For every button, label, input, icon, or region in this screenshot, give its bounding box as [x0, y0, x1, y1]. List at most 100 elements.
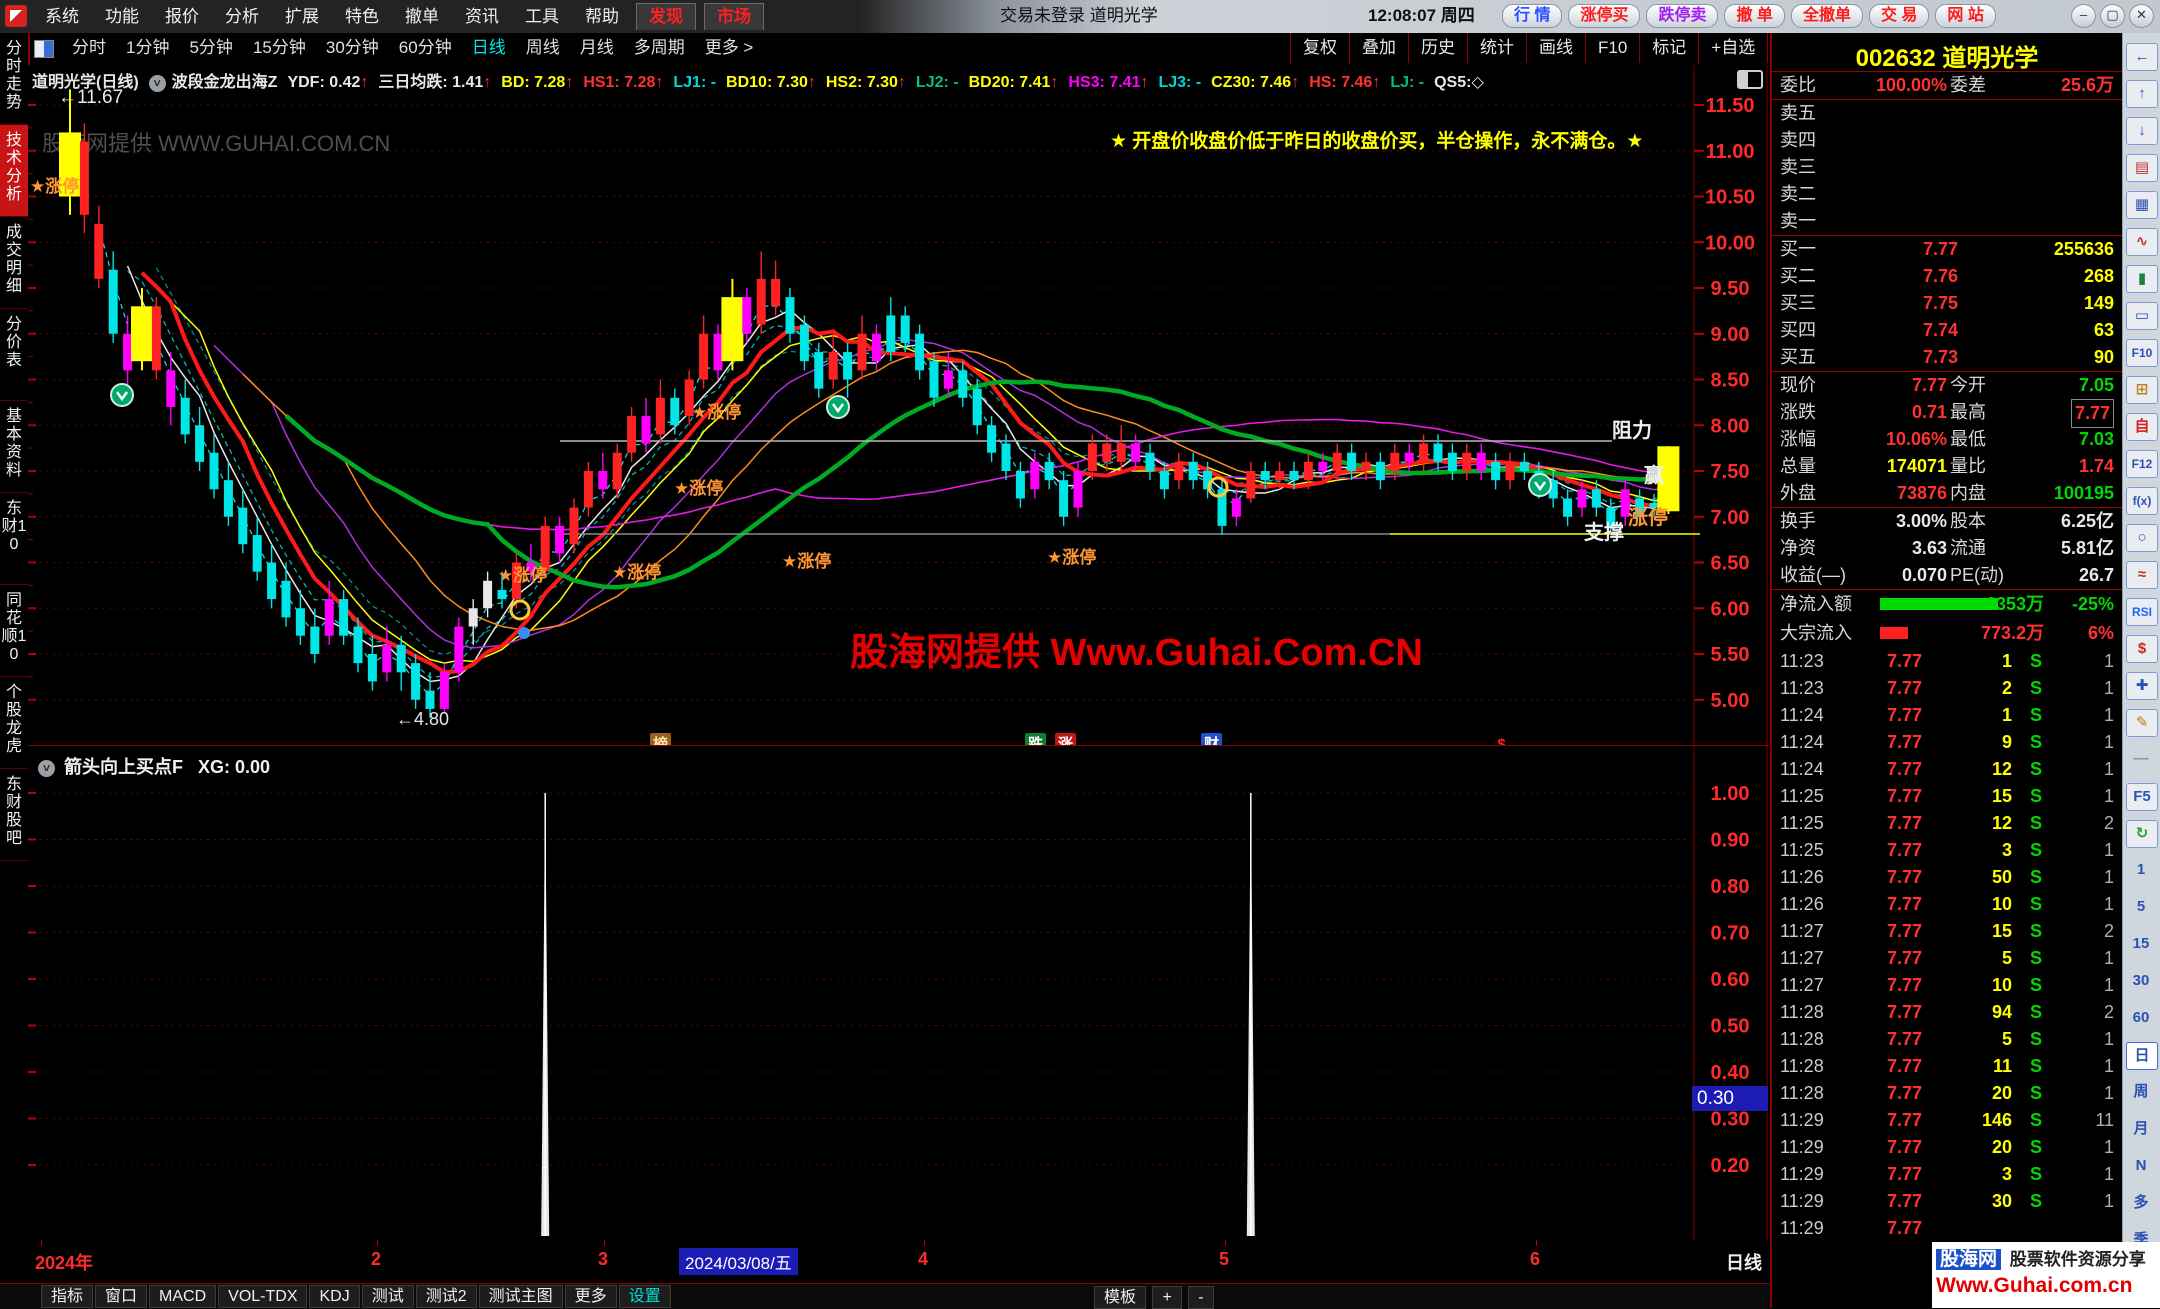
period-tab-月线[interactable]: 月线: [579, 38, 614, 57]
strip-wave-icon[interactable]: ≈: [2126, 561, 2158, 589]
tick-row[interactable]: 11:29 7.77: [1772, 1215, 2122, 1242]
tick-list[interactable]: 11:23 7.77 1 S 1 11:23 7.77 2 S 1 11:24 7.77 1 S 1 11:2…: [1772, 648, 2122, 1242]
bid-row[interactable]: 买二 7.76 268: [1772, 263, 2122, 290]
tick-row[interactable]: 11:23 7.77 2 S 1: [1772, 675, 2122, 702]
bottom-tab-测试[interactable]: 测试: [361, 1285, 414, 1308]
strip-money-icon[interactable]: $: [2126, 635, 2158, 663]
menu-发现[interactable]: 发现: [636, 3, 696, 30]
strip-rsi-button[interactable]: RSI: [2126, 598, 2158, 626]
tick-row[interactable]: 11:29 7.77 20 S 1: [1772, 1134, 2122, 1161]
tick-row[interactable]: 11:23 7.77 1 S 1: [1772, 648, 2122, 675]
tick-row[interactable]: 11:27 7.77 5 S 1: [1772, 945, 2122, 972]
strip-trend-line-icon[interactable]: ∿: [2126, 228, 2158, 256]
tick-row[interactable]: 11:24 7.77 9 S 1: [1772, 729, 2122, 756]
bottom-tab-KDJ[interactable]: KDJ: [309, 1285, 360, 1308]
menu-系统[interactable]: 系统: [45, 7, 79, 26]
menu-工具[interactable]: 工具: [525, 7, 559, 26]
strip-period-60[interactable]: 60: [2132, 1009, 2150, 1026]
period-tab-周线[interactable]: 周线: [525, 38, 560, 57]
period-tab-1分钟[interactable]: 1分钟: [126, 38, 170, 57]
trade-button[interactable]: 全撤单: [1790, 4, 1863, 28]
tool-统计[interactable]: 统计: [1467, 33, 1526, 63]
strip-pencil-icon[interactable]: ✎: [2126, 709, 2158, 737]
period-tab-日线[interactable]: 日线: [471, 38, 506, 57]
strip-f10-button[interactable]: F10: [2126, 339, 2158, 367]
menu-帮助[interactable]: 帮助: [585, 7, 619, 26]
tick-row[interactable]: 11:28 7.77 5 S 1: [1772, 1026, 2122, 1053]
menu-扩展[interactable]: 扩展: [285, 7, 319, 26]
tool-历史[interactable]: 历史: [1408, 33, 1467, 63]
sidebar-item-分时走势[interactable]: 分时走势: [0, 33, 28, 125]
menu-市场[interactable]: 市场: [704, 3, 764, 30]
tool-+自选[interactable]: +自选: [1698, 33, 1767, 63]
menu-报价[interactable]: 报价: [165, 7, 199, 26]
tick-row[interactable]: 11:25 7.77 3 S 1: [1772, 837, 2122, 864]
strip-period-5[interactable]: 5: [2136, 898, 2146, 915]
trade-button[interactable]: 网 站: [1935, 4, 1996, 28]
bottom-tab-设置[interactable]: 设置: [618, 1285, 671, 1308]
strip-up-arrow-icon[interactable]: ↑: [2126, 80, 2158, 108]
menu-分析[interactable]: 分析: [225, 7, 259, 26]
sidebar-item-技术分析[interactable]: 技术分析: [0, 125, 28, 217]
bottom-tab-测试主图[interactable]: 测试主图: [478, 1285, 563, 1308]
menu-撤单[interactable]: 撤单: [405, 7, 439, 26]
tick-row[interactable]: 11:27 7.77 15 S 2: [1772, 918, 2122, 945]
tick-row[interactable]: 11:25 7.77 12 S 2: [1772, 810, 2122, 837]
period-tab-分时[interactable]: 分时: [72, 38, 106, 57]
trade-button[interactable]: 撤 单: [1724, 4, 1785, 28]
bottom-tab-VOL-TDX[interactable]: VOL-TDX: [218, 1285, 308, 1308]
tool-F10[interactable]: F10: [1585, 33, 1639, 63]
strip-f5-button[interactable]: F5: [2126, 783, 2158, 811]
candlestick-chart[interactable]: 11.50 11.00 10.50 10.00 9.50 9.00 8.50 8.00 7.50…: [28, 65, 1770, 754]
tick-row[interactable]: 11:29 7.77 3 S 1: [1772, 1161, 2122, 1188]
restore-button[interactable]: ▢: [2100, 4, 2125, 28]
collapse-chevron-icon[interactable]: ˅: [38, 759, 55, 777]
tick-row[interactable]: 11:24 7.77 12 S 1: [1772, 756, 2122, 783]
strip-quote-grid-icon[interactable]: ▦: [2126, 191, 2158, 219]
close-button[interactable]: ✕: [2129, 4, 2154, 28]
strip-formula-icon[interactable]: f(x): [2126, 487, 2158, 515]
sidebar-item-基本资料[interactable]: 基本资料: [0, 401, 28, 493]
trade-button[interactable]: 涨停买: [1568, 4, 1641, 28]
strip-period-30[interactable]: 30: [2132, 972, 2150, 989]
trade-button[interactable]: 行 情: [1502, 4, 1563, 28]
tool-画线[interactable]: 画线: [1526, 33, 1585, 63]
tick-row[interactable]: 11:27 7.77 10 S 1: [1772, 972, 2122, 999]
sub-chart-area[interactable]: 1.00 0.90 0.80 0.70 0.60 0.50 0.40 0.30 0.20: [28, 745, 1770, 1241]
bid-row[interactable]: 买五 7.73 90: [1772, 344, 2122, 371]
layout-toggle-icon[interactable]: [34, 40, 54, 58]
menu-特色[interactable]: 特色: [345, 7, 379, 26]
tick-row[interactable]: 11:29 7.77 146 S 11: [1772, 1107, 2122, 1134]
main-chart-area[interactable]: 11.50 11.00 10.50 10.00 9.50 9.00 8.50 8.00 7.50…: [28, 65, 1770, 754]
strip-period-1[interactable]: 1: [2136, 861, 2146, 878]
bottom-tab-测试2[interactable]: 测试2: [415, 1285, 477, 1308]
bid-row[interactable]: 买一 7.77 255636: [1772, 236, 2122, 263]
strip-move-icon[interactable]: ✚: [2126, 672, 2158, 700]
strip-refresh-icon[interactable]: ↻: [2126, 820, 2158, 848]
period-tab-30分钟[interactable]: 30分钟: [325, 38, 379, 57]
strip-period-week[interactable]: 周: [2133, 1083, 2149, 1100]
period-tab-更多 >[interactable]: 更多 >: [704, 38, 754, 57]
sidebar-item-东财10[interactable]: 东财10: [0, 493, 28, 585]
strip-circle-tool-icon[interactable]: ○: [2126, 524, 2158, 552]
tick-row[interactable]: 11:29 7.77 30 S 1: [1772, 1188, 2122, 1215]
sidebar-item-分价表[interactable]: 分价表: [0, 309, 28, 401]
strip-period-15[interactable]: 15: [2132, 935, 2150, 952]
signal-chart[interactable]: 1.000.900.800.700.600.500.400.300.20: [28, 746, 1770, 1241]
bottom-tab-更多[interactable]: 更多: [564, 1285, 617, 1308]
tick-row[interactable]: 11:25 7.77 15 S 1: [1772, 783, 2122, 810]
strip-f12-button[interactable]: F12: [2126, 450, 2158, 478]
strip-period-month[interactable]: 月: [2133, 1120, 2149, 1137]
sidebar-item-东财股吧[interactable]: 东财股吧: [0, 769, 28, 861]
bid-row[interactable]: 买四 7.74 63: [1772, 317, 2122, 344]
menu-功能[interactable]: 功能: [105, 7, 139, 26]
tool-标记[interactable]: 标记: [1639, 33, 1698, 63]
period-tab-60分钟[interactable]: 60分钟: [398, 38, 452, 57]
strip-back-arrow-icon[interactable]: ←: [2126, 43, 2158, 71]
tick-row[interactable]: 11:28 7.77 20 S 1: [1772, 1080, 2122, 1107]
bottom-tab-指标[interactable]: 指标: [41, 1285, 94, 1308]
period-tab-多周期[interactable]: 多周期: [633, 38, 685, 57]
tick-row[interactable]: 11:28 7.77 94 S 2: [1772, 999, 2122, 1026]
menu-资讯[interactable]: 资讯: [465, 7, 499, 26]
period-tab-15分钟[interactable]: 15分钟: [252, 38, 306, 57]
